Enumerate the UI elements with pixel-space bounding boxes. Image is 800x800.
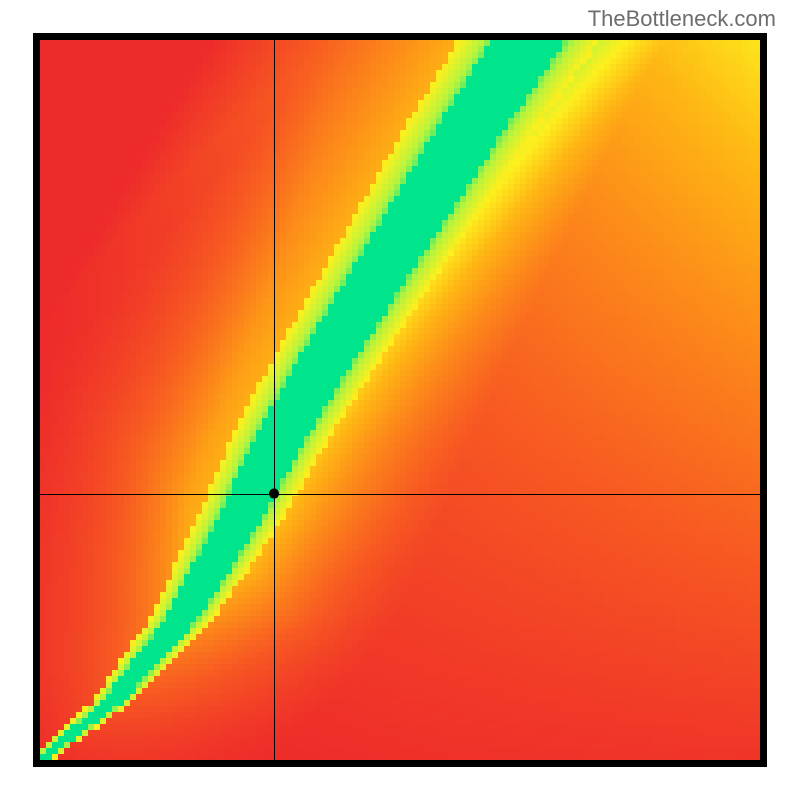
chart-container: TheBottleneck.com <box>0 0 800 800</box>
watermark-text: TheBottleneck.com <box>588 6 776 32</box>
plot-frame <box>33 33 767 767</box>
heatmap-canvas <box>40 40 760 760</box>
